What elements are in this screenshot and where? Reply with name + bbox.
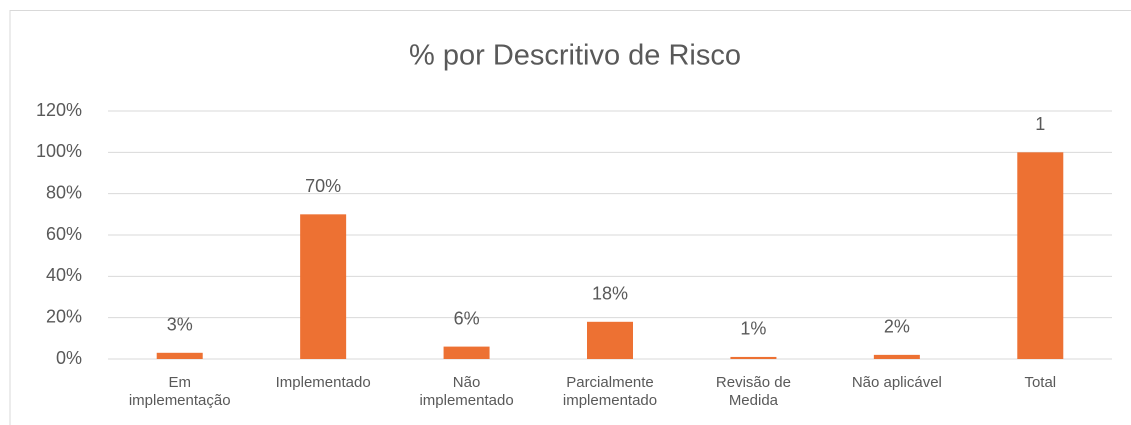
x-tick-label: Não aplicável [851,374,942,391]
data-label: 2% [884,317,910,337]
x-tick-label: Total [1024,374,1057,391]
bar [156,352,203,359]
data-label: 18% [592,284,628,304]
bar [873,354,920,359]
bar [300,214,347,359]
y-tick-label: 0% [56,348,82,368]
chart-title: % por Descritivo de Risco [409,40,741,72]
bar [1017,152,1064,359]
data-label: 1% [740,319,766,339]
data-label: 3% [167,315,193,335]
y-tick-label: 80% [46,182,82,202]
chart-border [9,10,1131,425]
bar [730,356,777,359]
data-label: 70% [305,176,341,196]
x-tick-label: Parcialmente implementado [562,374,658,409]
y-tick-label: 60% [46,224,82,244]
y-tick-label: 100% [36,141,82,161]
x-tick-label: Implementado [275,374,371,391]
y-tick-label: 120% [36,100,82,120]
x-tick-label: Não implementado [419,374,514,409]
bar [443,346,490,359]
data-label: 6% [454,308,480,328]
x-tick-label: Revisão de Medida [715,374,791,409]
y-tick-label: 20% [46,306,82,326]
bar [587,321,633,359]
x-tick-label: Em implementação [128,374,231,409]
data-label: 1 [1035,114,1045,134]
y-tick-label: 40% [46,265,82,285]
